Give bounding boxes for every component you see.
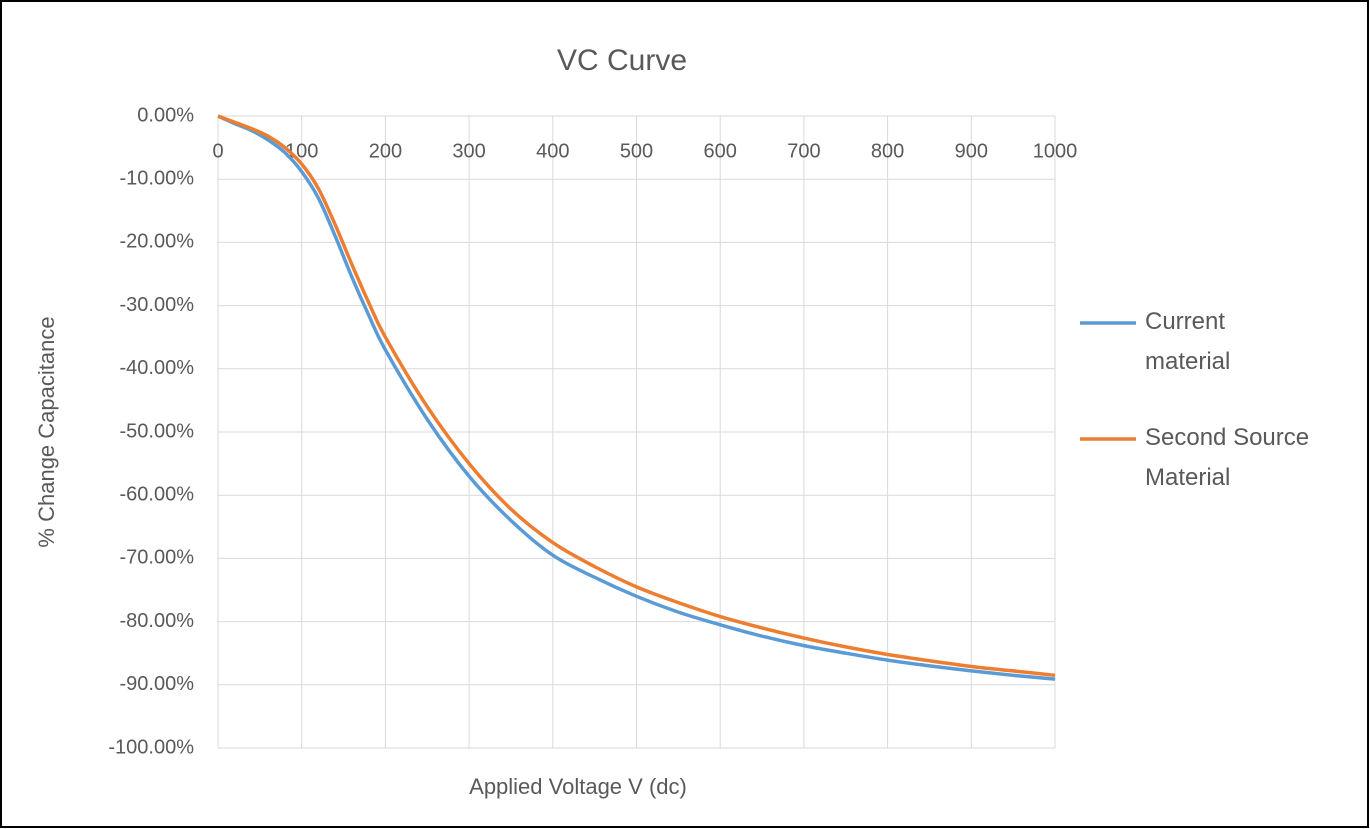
x-tick-label: 600 xyxy=(704,140,737,162)
grid xyxy=(217,115,1056,749)
x-tick-label: 200 xyxy=(369,140,402,162)
y-tick-label: -90.00% xyxy=(120,673,195,695)
y-tick-label: -70.00% xyxy=(120,547,195,569)
line-series xyxy=(217,114,1056,678)
y-tick-label: -60.00% xyxy=(120,483,195,505)
legend-label: Current material xyxy=(1145,308,1230,375)
legend-label: Second Source Material xyxy=(1145,424,1309,491)
y-tick-label: -80.00% xyxy=(120,610,195,632)
x-tick-label: 700 xyxy=(787,140,820,162)
x-tick-label: 300 xyxy=(452,140,485,162)
x-axis-label: Applied Voltage V (dc) xyxy=(469,774,687,799)
y-tick-label: -40.00% xyxy=(120,357,195,379)
y-tick-label: -20.00% xyxy=(120,231,195,253)
x-tick-label: 800 xyxy=(871,140,904,162)
x-tick-label: 0 xyxy=(212,140,223,162)
y-tick-label: -100.00% xyxy=(108,736,194,758)
x-tick-label: 400 xyxy=(536,140,569,162)
y-tick-label: 0.00% xyxy=(137,104,194,126)
y-axis-label: % Change Capacitance xyxy=(34,316,59,547)
y-tick-label: -10.00% xyxy=(120,167,195,189)
y-tick-label: -30.00% xyxy=(120,294,195,316)
x-tick-label: 1000 xyxy=(1033,140,1078,162)
line-series xyxy=(217,114,1056,681)
x-tick-label: 900 xyxy=(955,140,988,162)
y-tick-label: -50.00% xyxy=(120,420,195,442)
x-tick-label: 500 xyxy=(620,140,653,162)
chart-title: VC Curve xyxy=(557,44,687,77)
